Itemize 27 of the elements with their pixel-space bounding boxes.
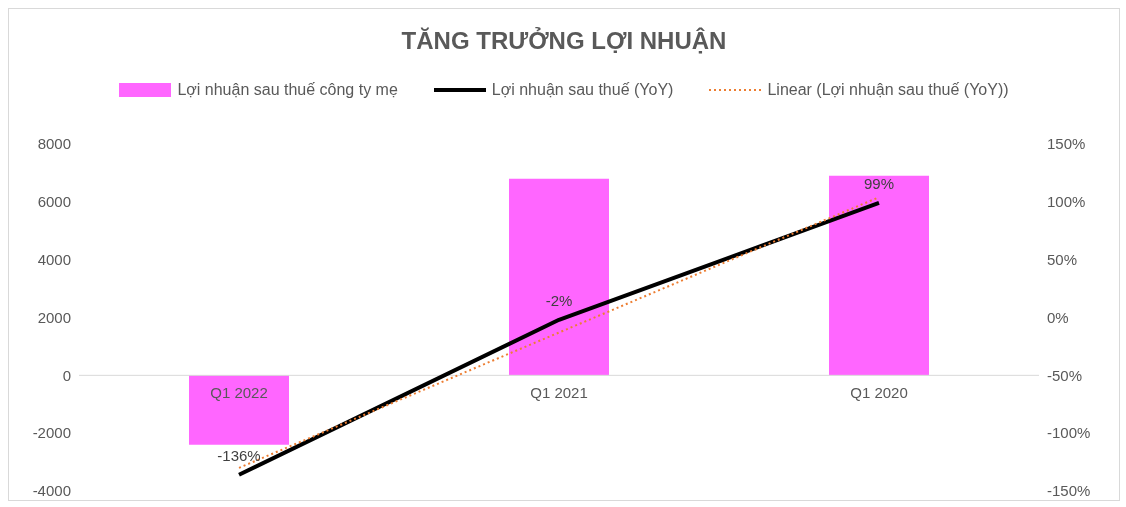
chart-title: TĂNG TRƯỞNG LỢI NHUẬN xyxy=(400,27,728,55)
legend-label: Lợi nhuận sau thuế công ty mẹ xyxy=(176,81,398,99)
y-tick-label: 2000 xyxy=(37,308,71,326)
y-tick-label: 6000 xyxy=(37,193,71,211)
x-tick-label: Q1 2021 xyxy=(530,384,588,401)
y2-tick-label: 50% xyxy=(1047,250,1078,268)
y2-tick-label: 100% xyxy=(1047,193,1086,211)
bar xyxy=(829,175,929,376)
bar xyxy=(189,375,289,445)
legend-label: Lợi nhuận sau thuế (YoY) xyxy=(490,81,674,99)
data-label: -136% xyxy=(217,446,261,464)
y2-tick-label: -150% xyxy=(1047,482,1091,500)
y-tick-label: -4000 xyxy=(32,482,71,500)
x-tick-label: Q1 2022 xyxy=(210,384,268,401)
y-tick-label: 8000 xyxy=(37,135,71,153)
y-tick-label: 0 xyxy=(62,366,71,384)
y2-tick-label: 0% xyxy=(1047,308,1069,326)
y2-tick-label: -100% xyxy=(1047,424,1091,442)
y2-tick-label: -50% xyxy=(1047,366,1083,384)
y2-tick-label: 150% xyxy=(1047,135,1086,153)
x-tick-label: Q1 2020 xyxy=(850,384,908,401)
y-tick-label: -2000 xyxy=(32,424,71,442)
data-label: -2% xyxy=(545,291,573,309)
data-label: 99% xyxy=(863,174,895,192)
legend-label: Linear (Lợi nhuận sau thuế (YoY)) xyxy=(766,81,1009,99)
y-tick-label: 4000 xyxy=(37,250,71,268)
bar xyxy=(509,178,609,376)
